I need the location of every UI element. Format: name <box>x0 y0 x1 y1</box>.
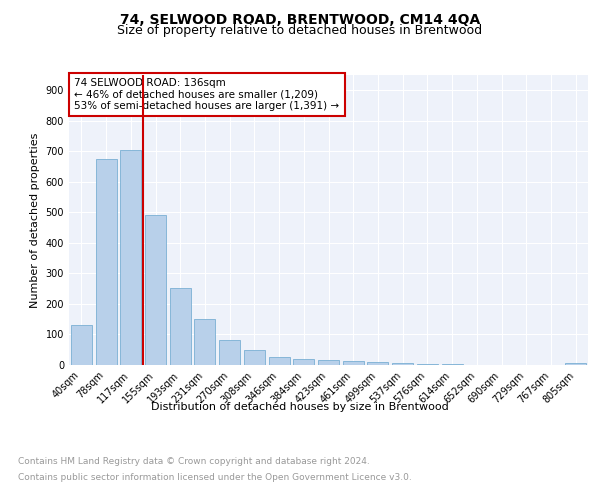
Bar <box>219 340 240 365</box>
Bar <box>194 318 215 365</box>
Text: Contains public sector information licensed under the Open Government Licence v3: Contains public sector information licen… <box>18 472 412 482</box>
Bar <box>442 364 463 365</box>
Text: Distribution of detached houses by size in Brentwood: Distribution of detached houses by size … <box>151 402 449 412</box>
Bar <box>293 359 314 365</box>
Bar <box>565 362 586 365</box>
Bar <box>145 214 166 365</box>
Text: Contains HM Land Registry data © Crown copyright and database right 2024.: Contains HM Land Registry data © Crown c… <box>18 458 370 466</box>
Y-axis label: Number of detached properties: Number of detached properties <box>30 132 40 308</box>
Text: Size of property relative to detached houses in Brentwood: Size of property relative to detached ho… <box>118 24 482 37</box>
Text: 74 SELWOOD ROAD: 136sqm
← 46% of detached houses are smaller (1,209)
53% of semi: 74 SELWOOD ROAD: 136sqm ← 46% of detache… <box>74 78 340 111</box>
Bar <box>120 150 141 365</box>
Bar <box>392 364 413 365</box>
Bar <box>417 364 438 365</box>
Bar <box>367 362 388 365</box>
Bar <box>244 350 265 365</box>
Bar <box>170 288 191 365</box>
Text: 74, SELWOOD ROAD, BRENTWOOD, CM14 4QA: 74, SELWOOD ROAD, BRENTWOOD, CM14 4QA <box>120 12 480 26</box>
Bar <box>269 358 290 365</box>
Bar <box>318 360 339 365</box>
Bar <box>95 159 116 365</box>
Bar <box>343 362 364 365</box>
Bar <box>71 326 92 365</box>
